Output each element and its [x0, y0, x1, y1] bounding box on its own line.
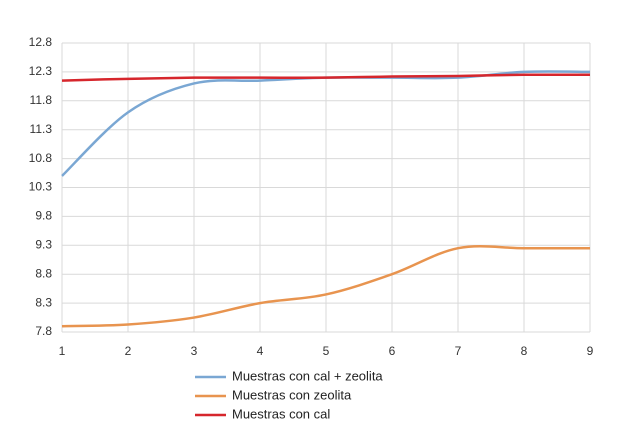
y-tick-label: 11.3: [30, 122, 53, 136]
y-tick-label: 9.3: [35, 237, 52, 251]
x-tick-label: 9: [587, 344, 594, 358]
x-tick-label: 7: [455, 344, 462, 358]
y-tick-label: 10.3: [29, 180, 53, 194]
x-tick-label: 6: [389, 344, 396, 358]
y-tick-label: 12.8: [29, 35, 53, 49]
x-tick-label: 5: [323, 344, 330, 358]
y-tick-label: 12.3: [29, 64, 53, 78]
y-tick-label: 8.3: [35, 295, 52, 309]
x-tick-label: 4: [257, 344, 264, 358]
y-tick-label: 8.8: [35, 266, 52, 280]
x-tick-label: 3: [191, 344, 198, 358]
y-tick-label: 10.8: [29, 151, 53, 165]
y-tick-label: 11.8: [30, 93, 53, 107]
y-tick-label: 7.8: [35, 324, 52, 338]
legend-label: Muestras con zeolita: [232, 387, 352, 402]
legend-label: Muestras con cal + zeolita: [232, 368, 383, 383]
x-tick-label: 2: [125, 344, 132, 358]
x-tick-label: 1: [59, 344, 66, 358]
y-tick-label: 9.8: [35, 209, 52, 223]
line-series: [61, 245, 590, 328]
legend-label: Muestras con cal: [232, 406, 330, 421]
line-series: [61, 73, 591, 82]
x-tick-label: 8: [521, 344, 528, 358]
